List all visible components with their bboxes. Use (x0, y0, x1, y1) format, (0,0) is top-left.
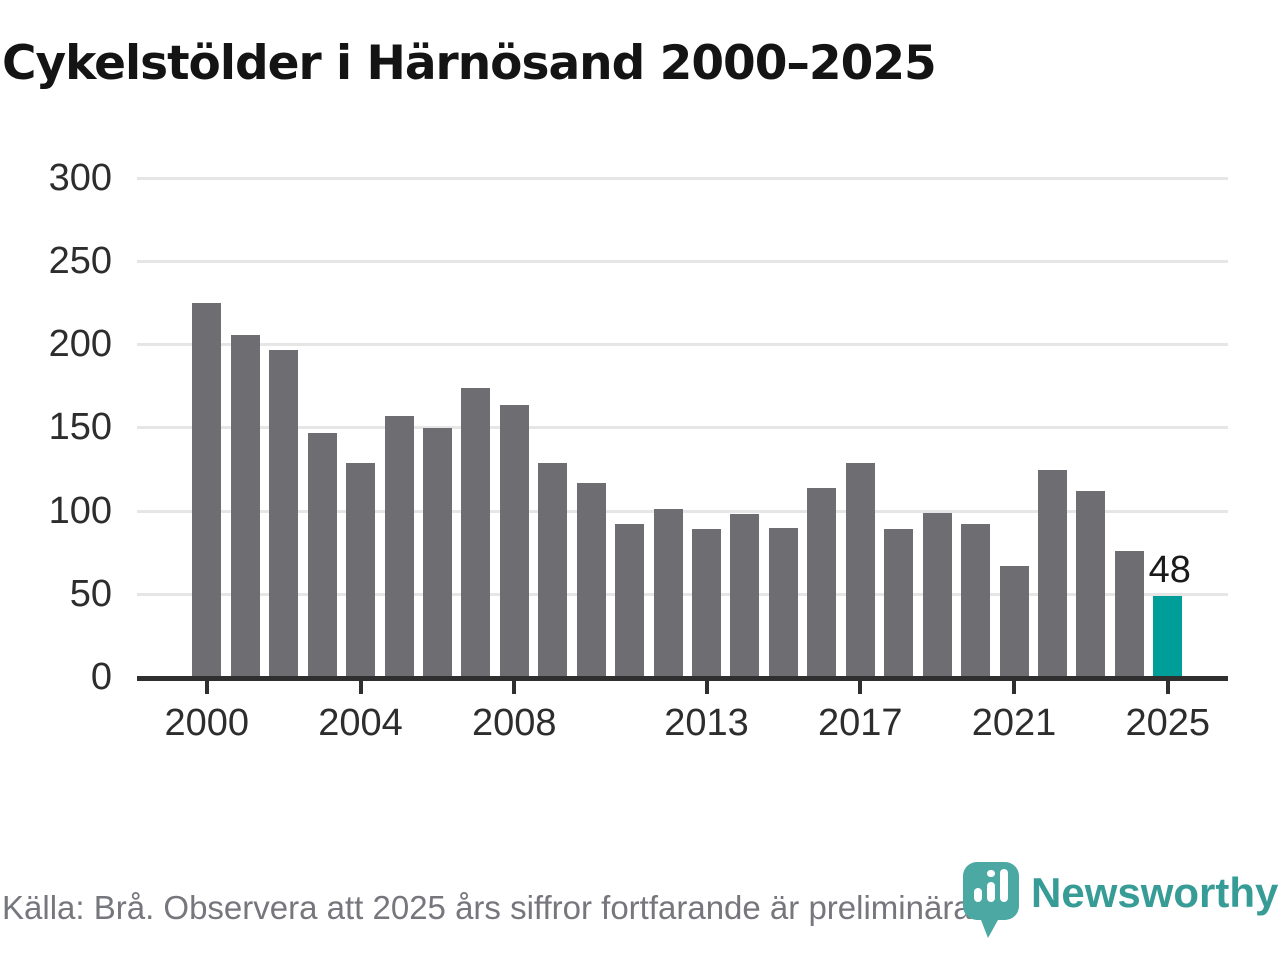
bar-2010 (576, 483, 606, 676)
x-axis-label: 2025 (1125, 702, 1211, 744)
y-axis-label: 250 (48, 239, 112, 282)
x-axis-label: 2008 (472, 702, 557, 744)
bar-chart: 0 50 100 150 200 250 300 2000 2004 2008 2013 2017 20… (48, 156, 1228, 744)
x-axis-tick (512, 681, 517, 694)
bar-2001 (230, 335, 260, 676)
x-axis-line (137, 676, 1228, 681)
x-axis-tick (704, 681, 709, 694)
bar-2021 (999, 566, 1029, 676)
x-axis-label: 2000 (164, 702, 250, 744)
bar-2012 (653, 509, 683, 676)
grid-line (137, 426, 1228, 430)
y-axis-label: 100 (48, 489, 112, 532)
bar-2013 (692, 529, 722, 676)
y-axis-label: 50 (69, 572, 112, 615)
newsworthy-logo: Newsworthy (963, 858, 1279, 942)
y-axis-label: 0 (90, 656, 112, 698)
chart-title: Cykelstölder i Härnösand 2000–2025 (2, 36, 937, 91)
bar-2024 (1114, 551, 1144, 676)
bar-2018 (884, 529, 914, 676)
x-axis-tick (858, 681, 863, 694)
bar-2006 (422, 428, 452, 676)
bar-2022 (1037, 470, 1067, 676)
bar-2004 (346, 463, 376, 676)
y-axis-label: 300 (48, 156, 112, 199)
bar-2017 (845, 463, 875, 676)
y-axis-label: 150 (48, 406, 112, 449)
source-note: Källa: Brå. Observera att 2025 års siffr… (2, 889, 981, 926)
y-axis-label: 200 (48, 323, 112, 365)
x-axis-label: 2021 (971, 702, 1057, 744)
bar-2025 (1153, 596, 1183, 676)
bar-2016 (807, 488, 837, 676)
bar-2009 (538, 463, 568, 676)
bar-2014 (730, 514, 760, 676)
grid-line (137, 176, 1228, 180)
x-axis-tick (358, 681, 363, 694)
bar-2007 (461, 388, 491, 676)
bar-2002 (269, 350, 299, 676)
x-axis-tick (1165, 681, 1170, 694)
bar-value-label: 48 (1148, 549, 1191, 591)
bar-2008 (499, 405, 529, 676)
x-axis-tick (1012, 681, 1017, 694)
newsworthy-pin-icon (963, 862, 1019, 947)
grid-line (137, 343, 1228, 346)
bar-2019 (922, 513, 952, 676)
bar-2003 (307, 433, 337, 676)
grid-line (137, 259, 1228, 263)
newsworthy-wordmark: Newsworthy (1031, 869, 1279, 916)
bar-2015 (768, 528, 798, 676)
bar-2023 (1076, 491, 1106, 676)
x-axis-tick (204, 681, 209, 694)
x-axis-label: 2004 (318, 702, 403, 744)
bar-2011 (615, 524, 645, 676)
bar-2020 (961, 524, 991, 676)
x-axis-label: 2013 (664, 702, 749, 744)
bar-2000 (192, 303, 222, 676)
x-axis-label: 2017 (817, 702, 903, 744)
bar-2005 (384, 416, 414, 676)
